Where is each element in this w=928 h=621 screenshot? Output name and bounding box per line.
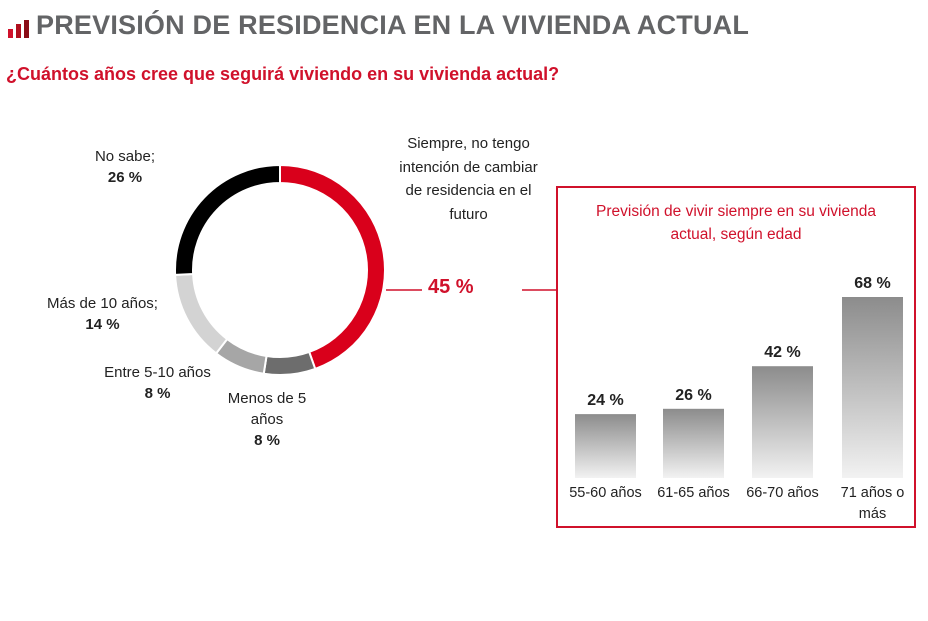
label-menos-5: Menos de 5 años 8 % <box>227 390 307 449</box>
bar-0 <box>575 414 636 478</box>
donut-slice-4 <box>174 163 281 276</box>
donut-slice-0 <box>279 163 386 371</box>
bar-3 <box>842 297 903 478</box>
bar-category-label: 66-70 años <box>746 485 819 501</box>
donut-slice-1 <box>262 350 317 376</box>
page-title: PREVISIÓN DE RESIDENCIA EN LA VIVIENDA A… <box>36 10 750 40</box>
page-subtitle: ¿Cuántos años cree que seguirá viviendo … <box>6 64 560 84</box>
label-siempre-value: 45 % <box>428 276 474 298</box>
donut-slice-3 <box>174 273 229 355</box>
bar-category-label: 61-65 años <box>657 485 730 501</box>
label-mas-10: Más de 10 años; 14 % <box>47 295 158 333</box>
age-panel <box>556 186 916 528</box>
bar-value-label: 42 % <box>764 344 801 362</box>
bar-category-label: 71 años o más <box>840 485 905 522</box>
label-5-10: Entre 5-10 años 8 % <box>104 364 211 402</box>
bar-value-label: 68 % <box>854 275 891 292</box>
bar-1 <box>663 408 724 478</box>
title-bars-icon <box>8 20 32 38</box>
bar-value-label: 24 % <box>587 392 624 410</box>
bar-category-label: 55-60 años <box>569 485 642 501</box>
bar-chart-title: Previsión de vivir siempre en su viviend… <box>596 203 876 243</box>
label-siempre: Siempre, no tengo intención de cambiar d… <box>399 135 538 223</box>
bar-2 <box>752 366 813 478</box>
label-no-sabe: No sabe; 26 % <box>94 148 156 186</box>
bar-value-label: 26 % <box>675 386 712 404</box>
